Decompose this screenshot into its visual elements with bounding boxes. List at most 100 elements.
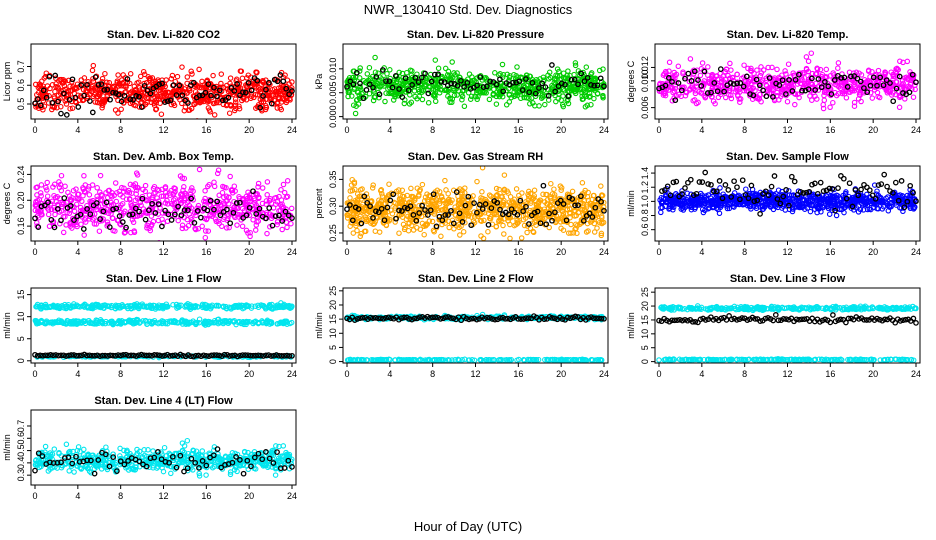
data-point — [153, 106, 159, 113]
data-point — [386, 181, 392, 187]
data-point — [158, 193, 165, 199]
data-point — [36, 81, 43, 87]
data-point — [909, 75, 916, 81]
data-point — [890, 98, 897, 105]
data-point — [167, 192, 173, 198]
data-point — [223, 225, 230, 231]
data-point — [347, 195, 353, 201]
data-point — [743, 88, 750, 94]
data-point — [240, 89, 246, 96]
data-point — [589, 214, 596, 220]
y-tick-label: 0.5 — [16, 98, 26, 111]
data-point — [803, 54, 810, 60]
data-point — [288, 205, 295, 212]
data-point — [838, 75, 845, 81]
data-point — [665, 75, 672, 81]
data-point — [371, 94, 378, 100]
data-point — [666, 59, 673, 66]
data-point — [278, 106, 285, 113]
data-point — [449, 59, 455, 65]
data-point — [227, 220, 234, 227]
data-point — [40, 87, 47, 94]
data-point — [415, 79, 422, 85]
data-point — [179, 225, 186, 232]
data-point — [36, 83, 43, 90]
data-point — [168, 217, 175, 223]
data-point — [560, 201, 567, 207]
data-point — [691, 68, 698, 75]
points-pressure — [344, 54, 607, 117]
data-point — [481, 199, 487, 206]
data-point — [123, 224, 129, 231]
data-point — [774, 66, 780, 73]
data-point — [94, 193, 100, 200]
data-point — [178, 212, 185, 219]
data-point — [563, 217, 570, 224]
data-point — [155, 217, 162, 224]
data-point — [159, 80, 165, 87]
data-point — [359, 186, 365, 192]
data-point — [55, 203, 62, 209]
data-point — [205, 228, 212, 234]
data-point — [591, 220, 598, 227]
data-point — [214, 87, 220, 94]
data-point — [682, 75, 688, 82]
data-point — [831, 77, 838, 83]
data-point — [776, 82, 783, 88]
data-point — [87, 213, 93, 220]
data-point — [825, 83, 832, 90]
data-point — [419, 181, 426, 188]
data-point — [141, 82, 148, 89]
data-point — [752, 87, 758, 94]
y-axis-label-boxtemp: degrees C — [2, 182, 12, 224]
data-point — [792, 91, 799, 97]
data-point — [195, 225, 202, 232]
data-point — [486, 96, 493, 103]
data-point — [743, 186, 749, 192]
data-point — [80, 226, 87, 232]
data-point — [538, 95, 545, 101]
data-point — [830, 194, 837, 201]
x-tick-label: 16 — [513, 125, 523, 135]
data-point — [457, 232, 463, 238]
data-point — [375, 209, 382, 216]
data-point — [730, 74, 736, 81]
data-point — [861, 85, 867, 91]
data-point — [472, 93, 478, 99]
data-point — [488, 205, 495, 211]
data-point — [679, 188, 685, 194]
data-point — [539, 80, 546, 87]
series-rh-0 — [344, 166, 607, 241]
data-point — [809, 97, 815, 103]
data-point — [116, 213, 123, 219]
data-point — [446, 196, 452, 203]
data-point — [370, 84, 376, 91]
data-point — [196, 66, 202, 73]
data-point — [44, 187, 50, 193]
data-point — [38, 182, 45, 188]
x-tick-label: 12 — [782, 125, 792, 135]
data-point — [67, 203, 74, 209]
data-point — [202, 89, 209, 96]
data-point — [525, 191, 531, 198]
data-point — [259, 185, 266, 191]
data-point — [835, 91, 842, 97]
data-point — [880, 82, 887, 89]
data-point — [124, 76, 131, 82]
data-point — [684, 190, 691, 197]
data-point — [69, 79, 75, 85]
data-point — [597, 75, 604, 82]
data-point — [77, 211, 84, 218]
data-point — [507, 235, 513, 241]
data-point — [364, 199, 371, 206]
data-point — [660, 72, 667, 78]
data-point — [598, 198, 604, 205]
data-point — [217, 212, 224, 219]
x-axis-title: Hour of Day (UTC) — [414, 519, 522, 534]
data-point — [812, 87, 819, 93]
data-point — [58, 187, 65, 194]
data-point — [58, 110, 64, 117]
points-co2 — [32, 62, 295, 119]
data-point — [459, 219, 466, 225]
data-point — [459, 96, 465, 103]
